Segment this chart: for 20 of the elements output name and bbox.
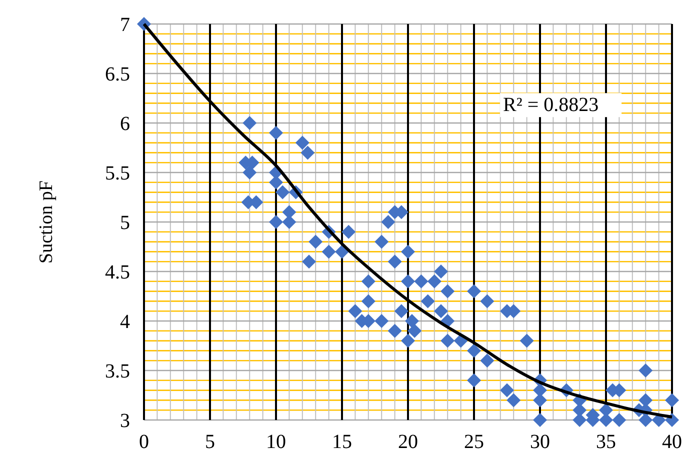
x-tick-label: 40 (662, 431, 682, 453)
y-tick-label: 5.5 (105, 162, 130, 184)
y-tick-label: 6.5 (105, 64, 130, 86)
y-axis-title: Suction pF (36, 180, 57, 264)
x-tick-label: 30 (530, 431, 550, 453)
x-tick-label: 35 (596, 431, 616, 453)
x-tick-label: 25 (464, 431, 484, 453)
y-tick-label: 3.5 (105, 360, 130, 382)
x-tick-label: 0 (139, 431, 149, 453)
y-tick-label: 4 (120, 311, 130, 333)
y-tick-label: 4.5 (105, 262, 130, 284)
y-tick-label: 7 (120, 14, 130, 36)
x-tick-label: 10 (266, 431, 286, 453)
annotation: R² = 0.8823 (503, 94, 599, 116)
x-tick-label: 5 (205, 431, 215, 453)
y-tick-label: 3 (120, 410, 130, 432)
x-tick-label: 20 (398, 431, 418, 453)
y-tick-label: 5 (120, 212, 130, 234)
x-tick-label: 15 (332, 431, 352, 453)
y-tick-label: 6 (120, 113, 130, 135)
